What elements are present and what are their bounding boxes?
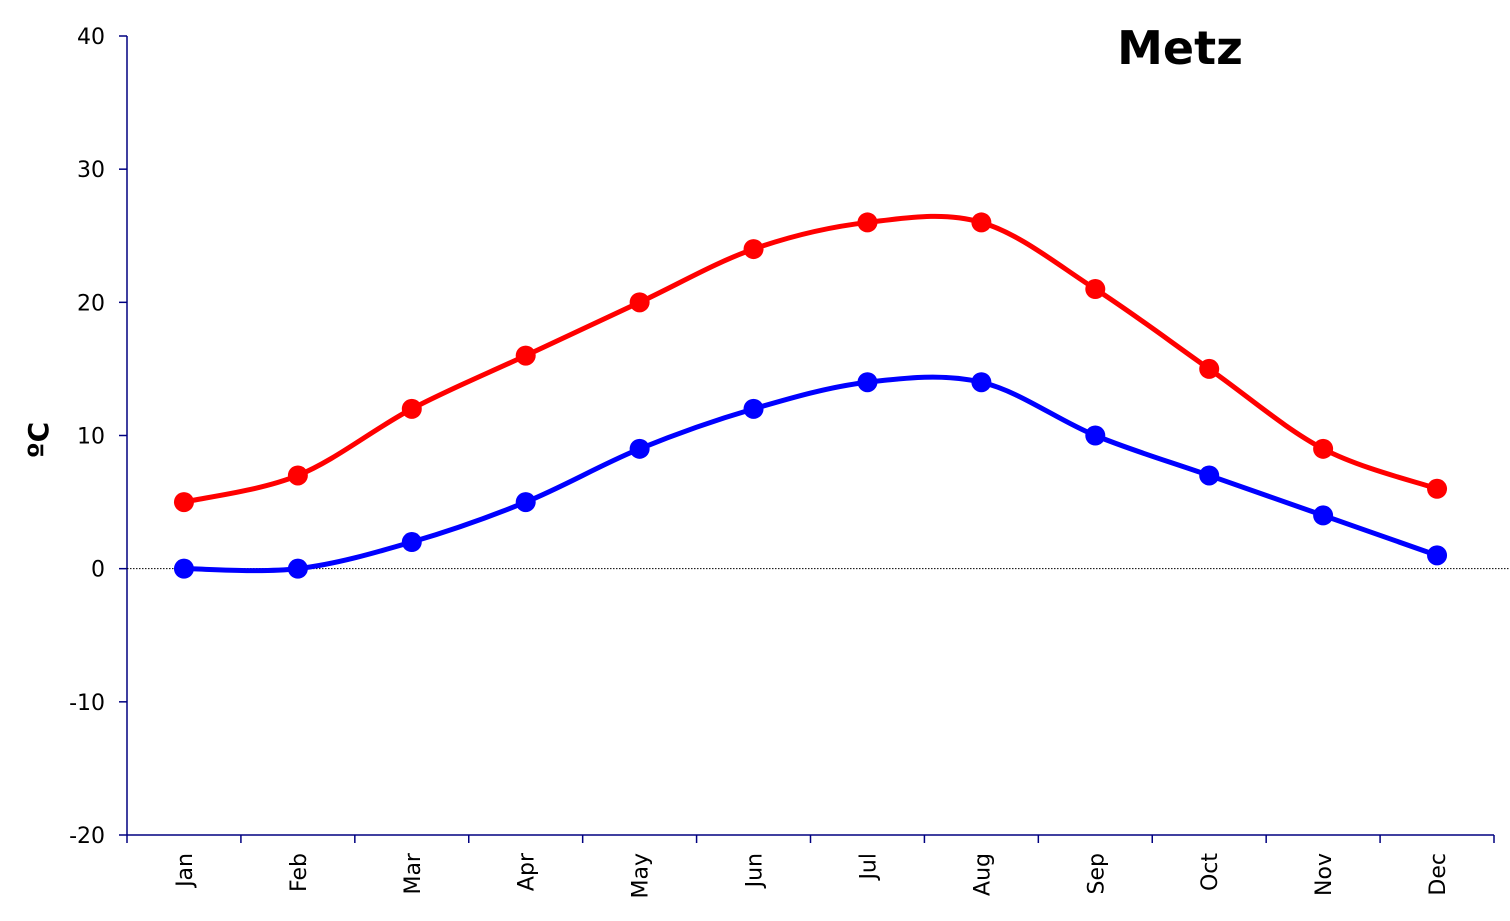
y-axis-title: ºC	[22, 422, 55, 458]
y-tick-label: 30	[77, 158, 105, 183]
data-point-max-jan	[173, 492, 194, 513]
data-point-max-aug	[971, 212, 992, 233]
data-point-max-jul	[857, 212, 878, 233]
data-point-max-mar	[401, 398, 422, 419]
x-tick-label: Jan	[173, 853, 198, 889]
data-point-max-jun	[743, 239, 764, 260]
data-point-max-apr	[515, 345, 536, 366]
data-point-min-jan	[173, 558, 194, 579]
x-tick-label: Dec	[1426, 853, 1451, 896]
data-point-min-jul	[857, 372, 878, 393]
x-tick-label: Feb	[287, 853, 312, 892]
series-line-min	[181, 374, 1440, 574]
data-point-min-apr	[515, 492, 536, 513]
data-point-min-mar	[401, 532, 422, 553]
data-point-max-sep	[1085, 279, 1106, 300]
data-point-max-nov	[1313, 438, 1334, 459]
data-point-max-may	[629, 292, 650, 313]
x-tick-label: May	[629, 853, 654, 898]
data-point-min-jun	[743, 398, 764, 419]
y-tick-label: -10	[69, 691, 105, 716]
data-point-max-oct	[1199, 358, 1220, 379]
x-tick-label: Sep	[1084, 853, 1109, 894]
y-tick-label: 40	[77, 25, 105, 50]
y-tick-label: 0	[91, 558, 105, 583]
y-tick-label: 10	[77, 425, 105, 450]
chart-title: Metz	[1117, 21, 1243, 75]
y-tick-label: -20	[69, 824, 105, 849]
x-tick-label: Apr	[515, 852, 540, 891]
axes: 40 30 20 10 0 -10 -20 Jan Feb Mar Apr May Jun Jul Aug S…	[69, 25, 1510, 898]
data-point-min-sep	[1085, 425, 1106, 446]
data-point-min-aug	[971, 372, 992, 393]
data-point-min-oct	[1199, 465, 1220, 486]
data-point-max-feb	[287, 465, 308, 486]
data-point-min-may	[629, 438, 650, 459]
series-min	[173, 372, 1448, 579]
data-point-min-nov	[1313, 505, 1334, 526]
series-layer	[173, 212, 1448, 579]
x-tick-label: Jul	[856, 853, 881, 882]
data-point-max-dec	[1427, 478, 1448, 499]
series-max	[173, 212, 1448, 513]
x-tick-label: Aug	[970, 853, 995, 896]
x-tick-label: Mar	[401, 852, 426, 894]
x-tick-label: Oct	[1198, 853, 1223, 891]
data-point-min-dec	[1427, 545, 1448, 566]
series-line-max	[181, 213, 1440, 505]
y-tick-label: 20	[77, 291, 105, 316]
x-tick-label: Jun	[743, 853, 768, 889]
x-tick-label: Nov	[1312, 853, 1337, 896]
data-point-min-feb	[287, 558, 308, 579]
